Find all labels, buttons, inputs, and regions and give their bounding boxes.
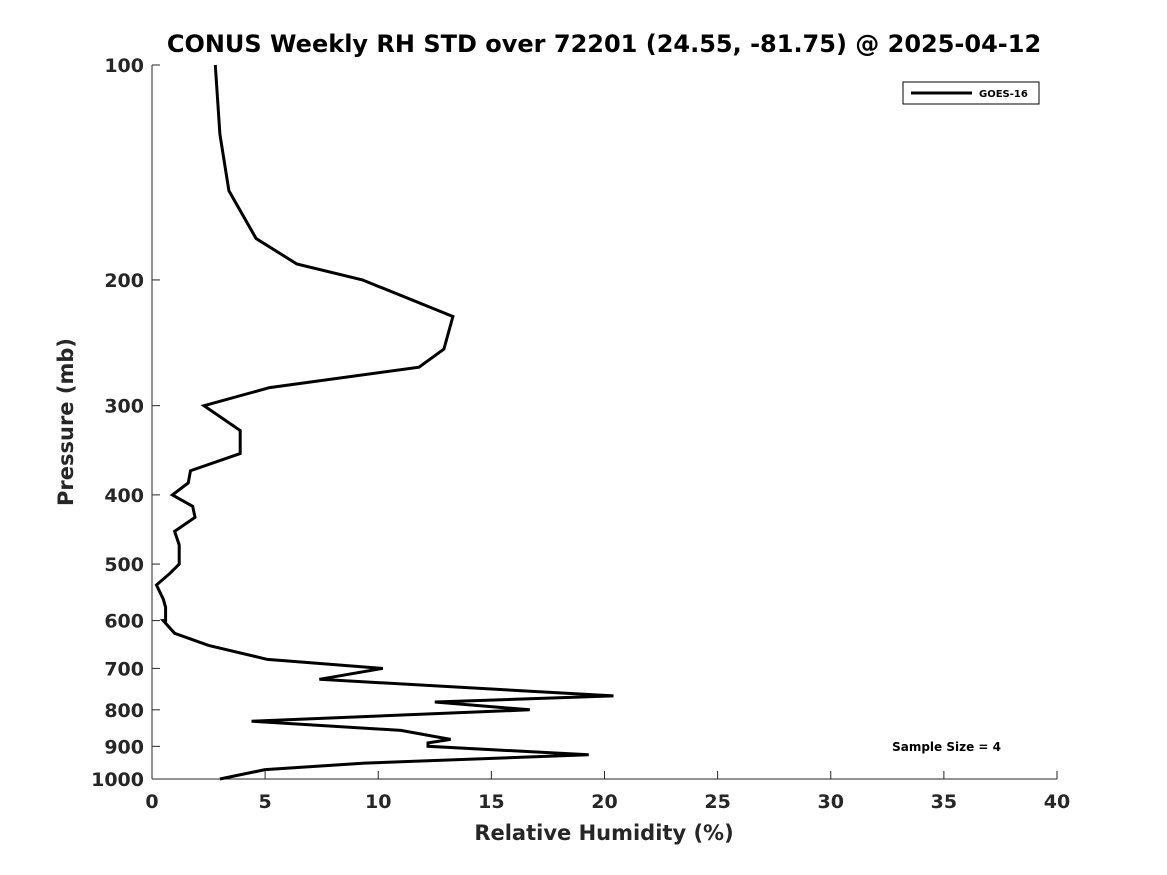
- y-tick-label-500: 500: [104, 554, 144, 576]
- y-ticks: 100 200 300 400 500 600 700 800 900 1000: [91, 55, 160, 791]
- y-tick-label-100: 100: [104, 55, 144, 77]
- y-tick-label-200: 200: [104, 270, 144, 292]
- legend-label-goes-16: GOES-16: [979, 89, 1028, 100]
- x-tick-label-5: 5: [259, 791, 272, 813]
- y-tick-label-600: 600: [104, 611, 144, 633]
- x-tick-label-10: 10: [365, 791, 391, 813]
- y-tick-label-800: 800: [104, 700, 144, 722]
- legend: GOES-16: [902, 81, 1040, 105]
- series-group: [154, 64, 614, 781]
- x-tick-label-20: 20: [591, 791, 617, 813]
- x-tick-label-25: 25: [704, 791, 730, 813]
- y-tick-label-1000: 1000: [91, 769, 144, 791]
- sample-size-annotation: Sample Size = 4: [892, 740, 1001, 754]
- y-tick-label-400: 400: [104, 485, 144, 507]
- x-tick-label-35: 35: [931, 791, 957, 813]
- x-tick-label-30: 30: [818, 791, 844, 813]
- y-axis-label: Pressure (mb): [54, 338, 78, 506]
- x-tick-label-40: 40: [1044, 791, 1070, 813]
- x-tick-label-15: 15: [478, 791, 504, 813]
- x-ticks: 0 5 10 15 20 25 30 35 40: [145, 771, 1070, 813]
- chart-title: CONUS Weekly RH STD over 72201 (24.55, -…: [167, 30, 1041, 58]
- y-tick-label-300: 300: [104, 396, 144, 418]
- x-axis-label: Relative Humidity (%): [474, 821, 733, 845]
- y-tick-label-700: 700: [104, 658, 144, 680]
- x-tick-label-0: 0: [145, 791, 158, 813]
- series-line-goes-16: [154, 64, 614, 781]
- y-tick-label-900: 900: [104, 736, 144, 758]
